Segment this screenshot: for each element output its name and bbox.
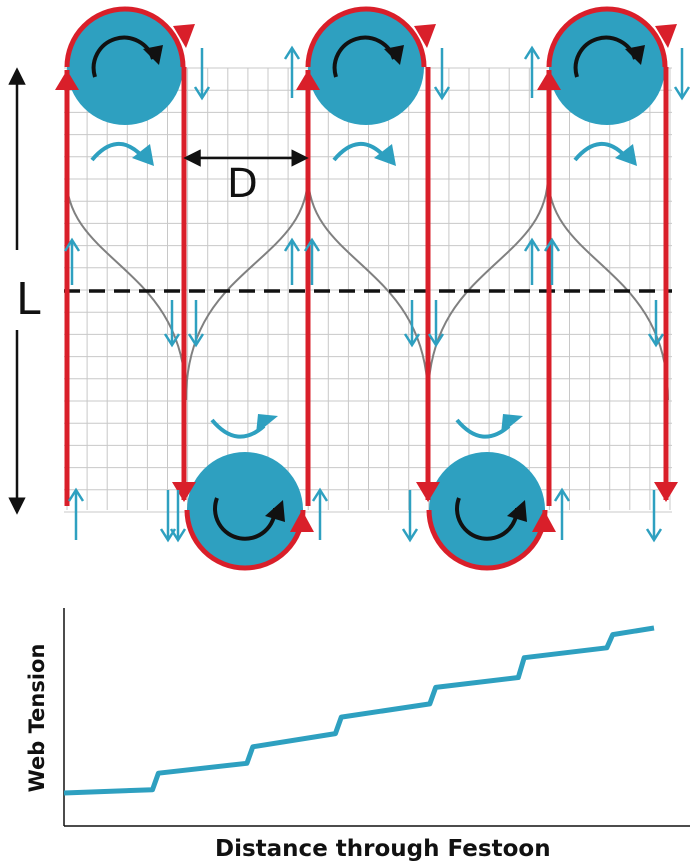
flow-arrows [63,45,690,543]
web-arrowhead-down [416,482,440,502]
web-wrap-upper [64,6,186,68]
flow-arrowhead [427,333,445,348]
deflection-curve [307,174,429,401]
rotation-arrowhead [507,500,527,522]
upper-roller [549,9,665,125]
torque-arrowhead [615,144,637,166]
torque-arrow-lower [210,418,266,439]
flow-arrowhead [193,86,211,101]
rotation-arrowhead [265,500,285,522]
flow-arrowhead [67,487,85,502]
y-axis-label: Web Tension [25,643,49,793]
web-arrowhead-up [55,70,79,90]
lower-roller [429,452,545,568]
flow-arrowhead [403,333,421,348]
flow-arrowhead [187,333,205,348]
flow-arrowhead [433,86,451,101]
torque-arrowhead [374,144,396,166]
rotation-arrow-upper [91,35,155,78]
wrap-arrowhead [290,510,314,532]
flow-arrowhead [163,333,181,348]
web-paths [55,24,678,532]
torque-arrow-upper [332,141,386,162]
flow-arrowhead [543,237,561,252]
flow-arrowhead [63,237,81,252]
rotation-arrowhead [143,45,163,65]
rotation-arrow-upper [573,35,637,78]
spacing-label: D [227,161,258,207]
length-label: L [16,274,41,325]
flow-arrowhead [401,528,419,543]
deflection-curve [427,174,549,401]
lower-roller [187,452,303,568]
torque-arrowhead [256,414,278,434]
web-wrap-lower [426,509,548,571]
deflection-curve [65,174,187,401]
rotation-arrow-upper [332,35,396,78]
rotation-arrowhead [625,45,645,65]
flow-arrowhead [283,45,301,60]
web-wrap-upper [546,6,668,68]
wrap-arrowhead [173,24,195,48]
flow-arrowhead [553,487,571,502]
flow-arrowhead [523,45,541,60]
upper-roller [308,9,424,125]
flow-arrowhead [169,528,187,543]
torque-arrow-lower [455,418,511,439]
upper-roller [67,9,183,125]
web-deflection-curves [65,174,669,401]
torque-arrowhead [501,414,523,434]
web-arrowhead-down [654,482,678,502]
web-arrowhead-up [537,70,561,90]
flow-arrowhead [645,528,663,543]
tension-chart [63,608,690,827]
rotation-arrow-lower [455,497,520,541]
wrap-arrowhead [414,24,436,48]
wrap-arrowhead [532,510,556,532]
flow-arrowhead [673,86,690,101]
deflection-curve [185,174,309,401]
flow-arrowhead [283,237,301,252]
rotation-arrow-lower [213,497,278,541]
rotation-arrows [90,35,645,541]
rollers [64,6,668,571]
web-wrap-lower [184,509,306,571]
flow-arrowhead [523,237,541,252]
torque-arrow-upper [573,141,627,162]
torque-arrow-upper [90,141,144,162]
flow-arrowhead [647,333,665,348]
web-arrowhead-down [172,482,196,502]
deflection-curve [547,174,669,401]
rotation-arrowhead [384,45,404,65]
torque-arrowhead [132,144,154,166]
x-axis-label: Distance through Festoon [215,836,551,862]
tension-series-line [63,625,655,796]
wrap-arrowhead [655,24,677,48]
web-wrap-upper [305,6,427,68]
flow-arrowhead [303,237,321,252]
web-arrowhead-up [296,70,320,90]
flow-arrowhead [311,487,329,502]
